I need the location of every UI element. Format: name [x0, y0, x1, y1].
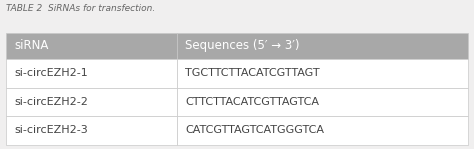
Text: si-circEZH2-3: si-circEZH2-3	[14, 125, 88, 135]
Text: si-circEZH2-2: si-circEZH2-2	[14, 97, 88, 107]
Text: TGCTTCTTACATCGTTAGT: TGCTTCTTACATCGTTAGT	[185, 68, 320, 78]
Bar	[177, 88, 468, 116]
Bar	[6, 88, 177, 116]
Text: TABLE 2  SiRNAs for transfection.: TABLE 2 SiRNAs for transfection.	[6, 4, 155, 13]
Bar	[6, 33, 177, 59]
Text: CTTCTTACATCGTTAGTCA: CTTCTTACATCGTTAGTCA	[185, 97, 319, 107]
Text: Sequences (5′ → 3′): Sequences (5′ → 3′)	[185, 39, 300, 52]
Bar	[177, 116, 468, 145]
Bar	[177, 33, 468, 59]
Bar	[6, 116, 177, 145]
Text: siRNA: siRNA	[14, 39, 49, 52]
Bar	[6, 59, 177, 88]
Text: CATCGTTAGTCATGGGTCA: CATCGTTAGTCATGGGTCA	[185, 125, 324, 135]
Bar	[177, 59, 468, 88]
Text: si-circEZH2-1: si-circEZH2-1	[14, 68, 88, 78]
